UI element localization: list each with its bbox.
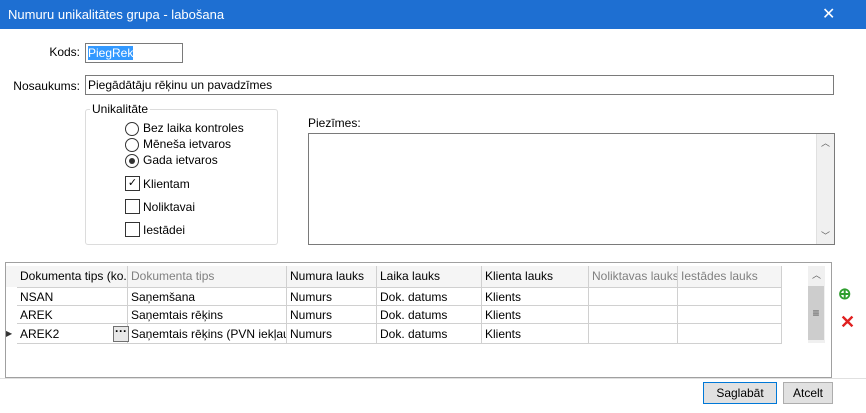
grid-scrollbar[interactable]: ︿ ≡ (808, 266, 825, 343)
table-cell[interactable]: Klients (482, 306, 589, 324)
table-cell[interactable]: NSAN (17, 288, 128, 306)
table-cell[interactable]: Saņemšana (128, 288, 287, 306)
ellipsis-button[interactable]: ··· (113, 325, 129, 342)
table-cell[interactable] (589, 306, 678, 324)
column-header[interactable]: Noliktavas lauks (589, 266, 678, 288)
name-input[interactable]: Piegādātāju rēķinu un pavadzīmes (85, 75, 834, 95)
scrollbar[interactable]: ︿ ﹀ (816, 134, 834, 244)
table-cell[interactable]: Numurs (287, 288, 377, 306)
row-indicator: ▶ (6, 329, 13, 338)
table-cell[interactable]: Numurs (287, 306, 377, 324)
row-indicator (6, 288, 17, 306)
column-header[interactable]: Laika lauks (377, 266, 482, 288)
save-button[interactable]: Saglabāt (703, 382, 777, 404)
table-cell[interactable]: Dok. datums (377, 324, 482, 344)
code-value: PiegRek (88, 46, 134, 60)
table-cell[interactable] (678, 324, 782, 344)
name-label: Nosaukums: (13, 79, 80, 93)
delete-row-button[interactable]: ✕ (840, 312, 856, 332)
radio-label: Bez laika kontroles (143, 121, 244, 135)
group-title: Unikalitāte (90, 102, 151, 116)
name-value: Piegādātāju rēķinu un pavadzīmes (88, 78, 273, 92)
checkbox[interactable] (125, 222, 140, 237)
notes-textarea[interactable]: ︿ ﹀ (308, 133, 835, 245)
column-header[interactable]: Numura lauks (287, 266, 377, 288)
code-input[interactable]: PiegRek (85, 43, 183, 63)
checkbox[interactable] (125, 199, 140, 214)
separator (0, 378, 866, 379)
code-label: Kods: (49, 45, 80, 59)
table-cell[interactable]: Dok. datums (377, 288, 482, 306)
add-row-button[interactable]: ⊕ (838, 286, 852, 303)
table-cell[interactable]: Saņemtais rēķins (PVN iekļauts) (128, 324, 287, 344)
checkbox[interactable]: ✓ (125, 176, 140, 191)
table-cell[interactable]: Klients (482, 288, 589, 306)
column-header[interactable]: Klienta lauks (482, 266, 589, 288)
table-cell[interactable] (678, 288, 782, 306)
window-title: Numuru unikalitātes grupa - labošana (8, 7, 225, 22)
title-bar (0, 0, 866, 29)
table-cell[interactable] (589, 288, 678, 306)
column-header[interactable]: Dokumenta tips (128, 266, 287, 288)
radio[interactable] (125, 122, 139, 136)
table-cell[interactable]: AREK (17, 306, 128, 324)
notes-label: Piezīmes: (308, 116, 361, 130)
radio-label: Gada ietvaros (143, 153, 218, 167)
checkbox-label: Klientam (143, 177, 190, 191)
radio[interactable] (125, 154, 139, 168)
uniqueness-group (85, 109, 278, 245)
radio[interactable] (125, 138, 139, 152)
table-cell[interactable]: Dok. datums (377, 306, 482, 324)
table-cell[interactable]: Saņemtais rēķins (128, 306, 287, 324)
column-header[interactable]: Dokumenta tips (ko... (17, 266, 128, 288)
column-header[interactable]: Iestādes lauks (678, 266, 782, 288)
cancel-button[interactable]: Atcelt (783, 382, 833, 404)
row-indicator (6, 306, 17, 324)
radio-label: Mēneša ietvaros (143, 137, 232, 151)
table-cell[interactable]: Numurs (287, 324, 377, 344)
table-cell[interactable]: AREK2 (17, 324, 128, 344)
checkbox-label: Noliktavai (143, 200, 196, 214)
checkbox-label: Iestādei (143, 223, 186, 237)
table-cell[interactable] (678, 306, 782, 324)
table-cell[interactable]: Klients (482, 324, 589, 344)
close-button[interactable]: ✕ (822, 6, 836, 23)
grid (5, 262, 832, 378)
table-cell[interactable] (589, 324, 678, 344)
